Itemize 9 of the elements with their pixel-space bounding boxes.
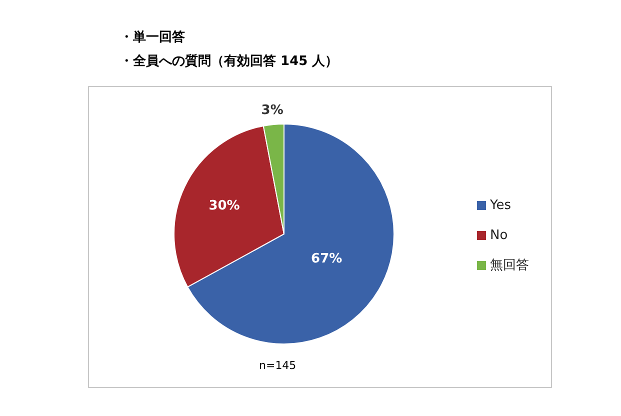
data-label: 30% [208,198,240,214]
legend-label: Yes [490,198,511,213]
data-label: 67% [311,252,342,267]
legend-label: No [490,228,508,243]
legend-label: 無回答 [490,258,529,273]
data-label: 3% [261,103,284,118]
text: n=145 [259,359,296,372]
chart-title: ・単一回答 [120,29,186,46]
chart-subtitle: ・全員への質問（有効回答 145 人） [120,52,338,70]
